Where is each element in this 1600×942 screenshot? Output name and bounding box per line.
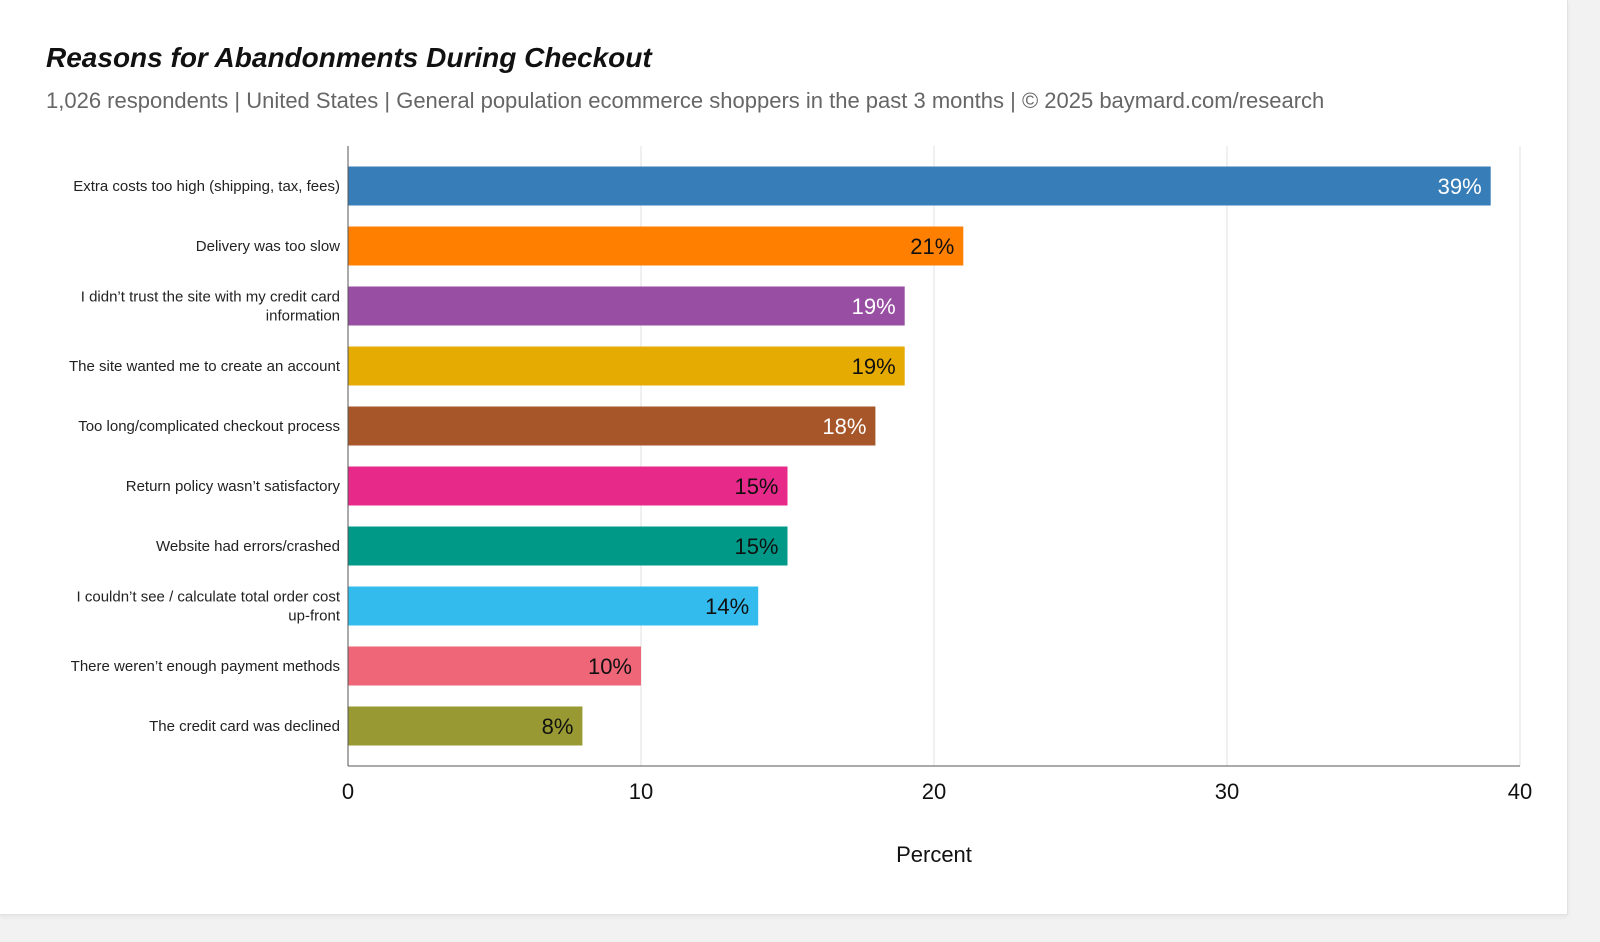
x-tick-label: 30 [1215,779,1239,804]
category-label: Too long/complicated checkout process [78,418,340,435]
bar [348,406,876,446]
data-label: 15% [734,474,778,499]
category-label: There weren’t enough payment methods [71,658,340,675]
category-label: Return policy wasn’t satisfactory [126,478,341,495]
bar-chart: 0 10 20 30 40 Percent 39% Extra costs too high … [69,146,1532,867]
bar [348,346,905,386]
bar [348,706,583,746]
bars [348,166,1491,746]
data-label: 21% [910,234,954,259]
x-tick-label: 20 [922,779,946,804]
data-label: 19% [852,354,896,379]
data-label: 18% [822,414,866,439]
category-label: Website had errors/crashed [156,538,340,555]
bar [348,646,641,686]
chart-card: Reasons for Abandonments During Checkout… [0,0,1568,915]
category-label: I couldn’t see / calculate total order c… [77,589,341,625]
category-label: The credit card was declined [149,718,340,735]
x-tick-label: 40 [1508,779,1532,804]
data-label: 19% [852,294,896,319]
bar [348,226,964,266]
bar [348,586,759,626]
category-label: I didn’t trust the site with my credit c… [81,289,340,325]
bar [348,526,788,566]
bar [348,286,905,326]
data-label: 8% [542,714,574,739]
category-label: Delivery was too slow [196,238,340,255]
data-label: 15% [734,534,778,559]
bar [348,166,1491,206]
x-axis-title: Percent [896,842,972,867]
data-label: 10% [588,654,632,679]
chart-title: Reasons for Abandonments During Checkout [46,42,652,73]
category-label: Extra costs too high (shipping, tax, fee… [73,178,340,195]
bar [348,466,788,506]
chart-subtitle: 1,026 respondents | United States | Gene… [46,88,1325,113]
data-label: 39% [1438,174,1482,199]
x-tick-label: 10 [629,779,653,804]
axes [347,146,1520,767]
x-tick-label: 0 [342,779,354,804]
labels: 0 10 20 30 40 Percent 39% Extra costs too high … [69,174,1532,867]
category-label: The site wanted me to create an account [69,358,341,375]
data-label: 14% [705,594,749,619]
